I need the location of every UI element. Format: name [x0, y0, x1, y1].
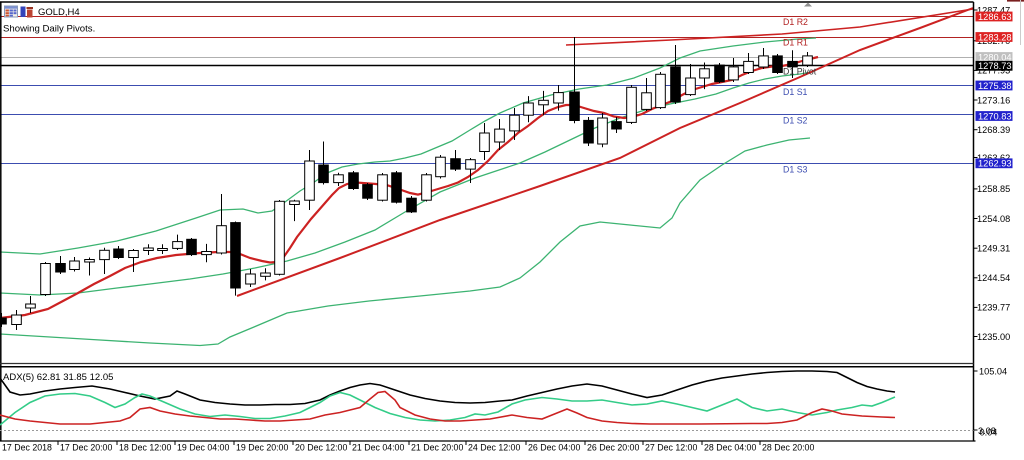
svg-text:1268.39: 1268.39	[977, 125, 1010, 135]
svg-text:26 Dec 20:00: 26 Dec 20:00	[587, 443, 639, 453]
svg-text:1235.00: 1235.00	[977, 332, 1010, 342]
svg-text:D1 S2: D1 S2	[783, 116, 808, 126]
svg-text:1287.47: 1287.47	[977, 5, 1010, 15]
svg-text:19 Dec 20:00: 19 Dec 20:00	[236, 443, 288, 453]
svg-text:3.08: 3.08	[978, 426, 996, 436]
svg-text:21 Dec 20:00: 21 Dec 20:00	[411, 443, 463, 453]
svg-text:1239.77: 1239.77	[977, 303, 1010, 313]
svg-text:1286.63: 1286.63	[978, 12, 1012, 22]
svg-text:105.04: 105.04	[979, 366, 1007, 376]
svg-text:D1 S3: D1 S3	[783, 165, 808, 175]
svg-text:1278.73: 1278.73	[978, 61, 1012, 71]
svg-text:1275.38: 1275.38	[978, 81, 1012, 91]
svg-text:D1 R1: D1 R1	[783, 38, 808, 48]
svg-text:1262.93: 1262.93	[978, 159, 1012, 169]
svg-text:21 Dec 04:00: 21 Dec 04:00	[352, 443, 404, 453]
svg-text:1249.31: 1249.31	[977, 244, 1010, 254]
svg-text:1244.54: 1244.54	[977, 273, 1010, 283]
svg-text:20 Dec 12:00: 20 Dec 12:00	[295, 443, 347, 453]
svg-text:1273.16: 1273.16	[977, 95, 1010, 105]
svg-text:28 Dec 04:00: 28 Dec 04:00	[704, 443, 756, 453]
svg-text:D1 R2: D1 R2	[783, 17, 808, 27]
svg-text:24 Dec 12:00: 24 Dec 12:00	[468, 443, 520, 453]
svg-text:1258.85: 1258.85	[977, 184, 1010, 194]
svg-text:17 Dec 2018: 17 Dec 2018	[2, 443, 52, 453]
svg-text:GOLD,H4: GOLD,H4	[38, 7, 80, 18]
svg-text:1270.83: 1270.83	[978, 111, 1012, 121]
svg-text:27 Dec 12:00: 27 Dec 12:00	[645, 443, 697, 453]
svg-text:18 Dec 12:00: 18 Dec 12:00	[119, 443, 171, 453]
svg-text:17 Dec 20:00: 17 Dec 20:00	[60, 443, 112, 453]
svg-text:1263.62: 1263.62	[977, 153, 1010, 163]
svg-text:ADX(5) 62.81 31.85 12.05: ADX(5) 62.81 31.85 12.05	[3, 372, 113, 383]
svg-text:D1 Pivot: D1 Pivot	[783, 67, 817, 77]
svg-text:1254.08: 1254.08	[977, 214, 1010, 224]
svg-text:26 Dec 04:00: 26 Dec 04:00	[528, 443, 580, 453]
svg-text:1283.28: 1283.28	[978, 32, 1012, 42]
svg-text:28 Dec 20:00: 28 Dec 20:00	[762, 443, 814, 453]
svg-text:D1 S1: D1 S1	[783, 87, 808, 97]
svg-text:19 Dec 04:00: 19 Dec 04:00	[177, 443, 229, 453]
svg-text:1280.04: 1280.04	[978, 52, 1012, 62]
svg-text:0.04: 0.04	[980, 427, 998, 437]
svg-text:Showing Daily Pivots.: Showing Daily Pivots.	[3, 23, 95, 34]
